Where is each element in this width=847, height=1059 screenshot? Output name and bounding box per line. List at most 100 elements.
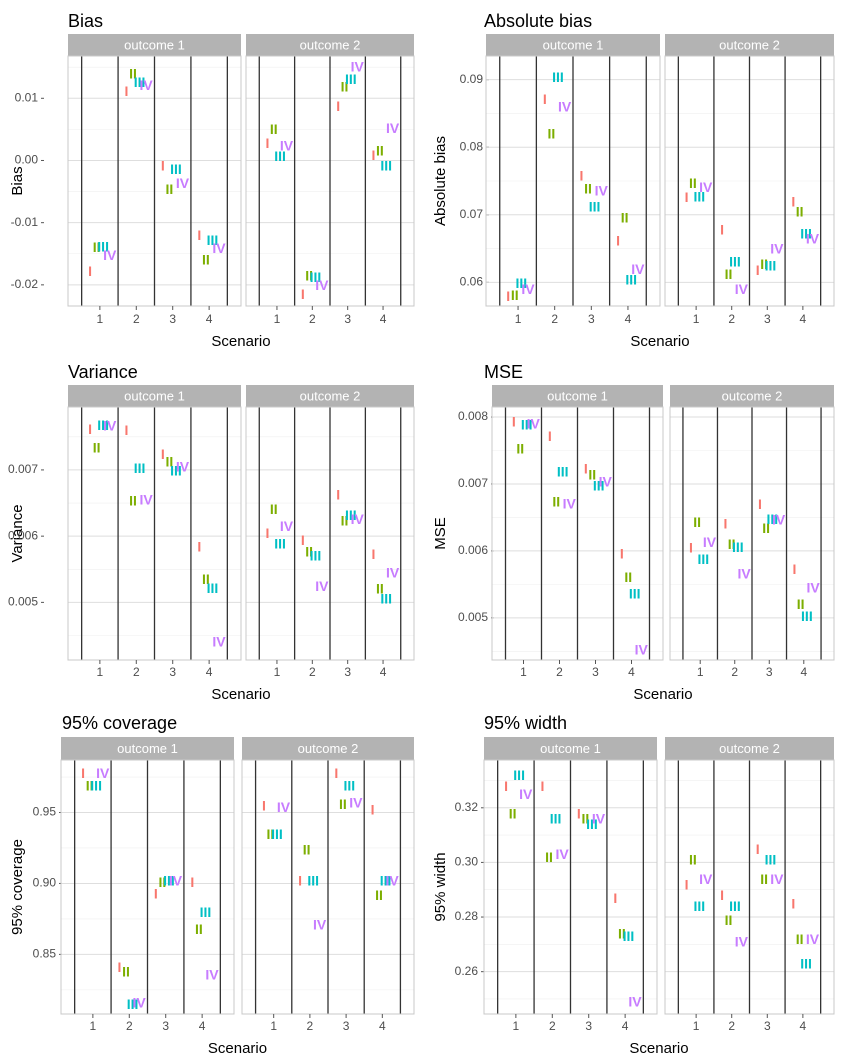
y-axis-title: Variance (9, 504, 26, 562)
point-IV-scenario-2: IV (133, 995, 147, 1011)
x-tick-label: 1 (274, 665, 281, 679)
y-tick-label: 0.95 (33, 805, 57, 819)
point-I-scenario-1: I (88, 263, 92, 279)
point-II-scenario-1: II (93, 439, 101, 455)
point-III-scenario-1: III (90, 778, 102, 794)
panel-border (67, 55, 242, 307)
x-tick-label: 3 (343, 1019, 350, 1033)
point-IV-scenario-3: IV (176, 459, 190, 475)
x-tick-label: 1 (693, 1019, 700, 1033)
x-tick-label: 3 (169, 312, 176, 326)
y-tick-label: 0.90 (33, 876, 57, 890)
chart-title: Absolute bias (484, 11, 592, 31)
point-II-scenario-2: II (122, 963, 130, 979)
point-IV-scenario-1: IV (96, 765, 110, 781)
point-I-scenario-1: I (504, 778, 508, 794)
x-axis-title: Scenario (211, 333, 270, 350)
y-tick-label: 0.85 (33, 947, 57, 961)
point-III-scenario-1: III (697, 551, 709, 567)
point-IV-scenario-1: IV (521, 281, 535, 297)
x-tick-label: 4 (199, 1019, 206, 1033)
y-tick-label: 0.00 (15, 153, 39, 167)
point-I-scenario-4: I (613, 890, 617, 906)
x-tick-label: 3 (592, 665, 599, 679)
facet-strip (242, 737, 414, 760)
point-I-scenario-4: I (372, 147, 376, 163)
chart-title: 95% width (484, 713, 567, 733)
point-I-scenario-1: I (265, 135, 269, 151)
point-I-scenario-4: I (372, 546, 376, 562)
point-I-scenario-2: I (720, 887, 724, 903)
point-III-scenario-4: III (380, 157, 392, 173)
point-I-scenario-2: I (548, 428, 552, 444)
point-IV-scenario-1: IV (277, 799, 291, 815)
facet-strip (670, 385, 834, 407)
point-III-scenario-4: III (380, 873, 392, 889)
point-I-scenario-4: I (371, 802, 375, 818)
point-IV-scenario-4: IV (385, 873, 399, 889)
x-axis-title: Scenario (630, 333, 689, 350)
point-IV-scenario-3: IV (349, 795, 363, 811)
point-IV-scenario-4: IV (212, 240, 226, 256)
point-IV-scenario-4: IV (806, 931, 820, 947)
point-IV-scenario-4: IV (806, 580, 820, 596)
x-tick-label: 3 (344, 312, 351, 326)
point-II-scenario-3: II (760, 871, 768, 887)
point-I-scenario-1: I (81, 765, 85, 781)
point-III-scenario-2: III (732, 539, 744, 555)
x-tick-label: 4 (206, 665, 213, 679)
point-III-scenario-2: III (307, 873, 319, 889)
point-I-scenario-1: I (685, 876, 689, 892)
point-IV-scenario-2: IV (140, 492, 154, 508)
y-tick-label: 0.008 (458, 409, 488, 423)
x-tick-label: 4 (380, 312, 387, 326)
point-I-scenario-3: I (336, 98, 340, 114)
panel-border (664, 759, 835, 1015)
point-IV-scenario-3: IV (169, 873, 183, 889)
point-II-scenario-2: II (725, 266, 733, 282)
point-IV-scenario-1: IV (103, 418, 117, 434)
x-tick-label: 1 (515, 312, 522, 326)
point-IV-scenario-3: IV (592, 811, 606, 827)
facet-strip-label: outcome 2 (300, 37, 361, 52)
point-II-scenario-3: II (166, 181, 174, 197)
point-II-scenario-4: II (202, 251, 210, 267)
point-IV-scenario-4: IV (386, 120, 400, 136)
panel-border (67, 406, 242, 661)
x-tick-label: 3 (588, 312, 595, 326)
x-tick-label: 4 (800, 1019, 807, 1033)
x-tick-label: 3 (764, 1019, 771, 1033)
point-II-scenario-1: II (93, 239, 101, 255)
facet-strip (665, 34, 834, 56)
point-I-scenario-1: I (265, 525, 269, 541)
point-IV-scenario-2: IV (315, 578, 329, 594)
point-I-scenario-4: I (190, 874, 194, 890)
point-II-scenario-1: II (509, 805, 517, 821)
point-II-scenario-1: II (270, 501, 278, 517)
point-III-scenario-2: III (550, 811, 562, 827)
point-III-scenario-1: III (274, 535, 286, 551)
point-I-scenario-3: I (758, 496, 762, 512)
point-II-scenario-3: II (166, 453, 174, 469)
y-tick-label: 0.006 (458, 543, 488, 557)
point-III-scenario-1: III (97, 417, 109, 433)
point-IV-scenario-3: IV (595, 182, 609, 198)
point-IV-scenario-1: IV (280, 138, 294, 154)
y-tick-label: 0.08 (460, 139, 484, 153)
x-tick-label: 1 (693, 312, 700, 326)
point-III-scenario-2: III (729, 253, 741, 269)
point-IV-scenario-3: IV (351, 511, 365, 527)
x-tick-label: 1 (274, 312, 281, 326)
point-II-scenario-3: II (341, 78, 349, 94)
x-tick-label: 2 (309, 665, 316, 679)
x-tick-label: 3 (585, 1019, 592, 1033)
x-tick-label: 2 (728, 312, 735, 326)
point-I-scenario-4: I (197, 539, 201, 555)
x-tick-label: 2 (126, 1019, 133, 1033)
facet-strip-label: outcome 2 (300, 388, 361, 403)
point-I-scenario-3: I (579, 168, 583, 184)
